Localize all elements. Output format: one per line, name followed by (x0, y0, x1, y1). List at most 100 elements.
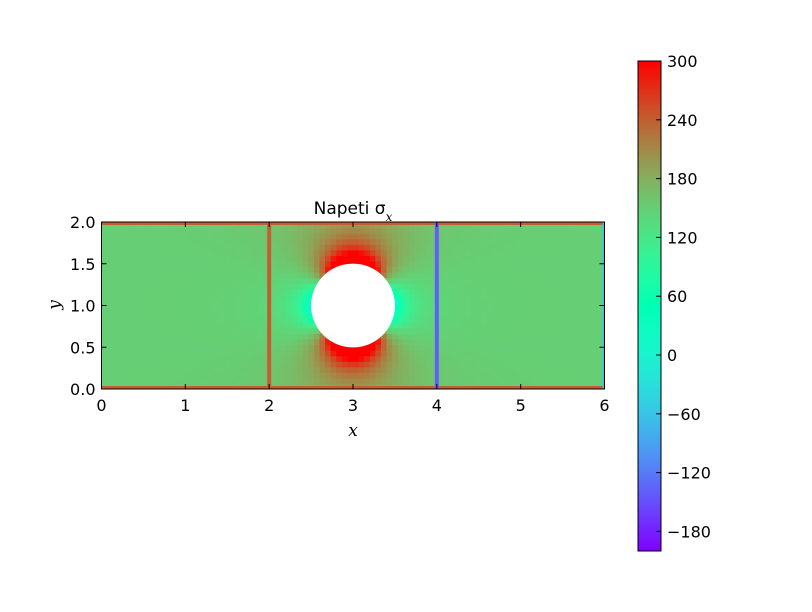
heatmap-cell (101, 244, 108, 251)
heatmap-cell (559, 299, 566, 307)
heatmap-cell (420, 233, 427, 240)
heatmap-cell (448, 288, 455, 295)
heatmap-cell (598, 294, 605, 301)
heatmap-cell (235, 333, 242, 340)
heatmap-cell (280, 327, 287, 334)
heatmap-cell (397, 277, 404, 284)
heatmap-cell (548, 260, 555, 268)
heatmap-cell (162, 222, 170, 229)
heatmap-cell (101, 338, 108, 346)
heatmap-cell (431, 327, 438, 334)
heatmap-cell (224, 316, 231, 323)
heatmap-cell (146, 283, 153, 290)
heatmap-cell (598, 227, 605, 234)
heatmap-cell (151, 227, 158, 234)
heatmap-cell (285, 244, 293, 251)
heatmap-cell (587, 233, 594, 240)
heatmap-cell (112, 327, 119, 334)
heatmap-cell (224, 260, 231, 268)
x-tick-label: 1 (180, 396, 190, 415)
heatmap-cell (325, 344, 332, 351)
heatmap-cell (537, 361, 544, 368)
heatmap-cell (470, 377, 477, 385)
heatmap-cell (252, 222, 259, 229)
heatmap-cell (174, 377, 181, 385)
heatmap-cell (582, 361, 589, 368)
heatmap-cell (380, 355, 388, 362)
heatmap-cell (386, 355, 393, 362)
heatmap-cell (392, 322, 399, 329)
heatmap-cell (453, 327, 460, 334)
heatmap-cell (492, 299, 499, 307)
heatmap-cell (481, 222, 488, 229)
heatmap-cell (129, 299, 136, 307)
heatmap-cell (140, 227, 147, 234)
heatmap-cell (487, 299, 494, 307)
heatmap-cell (459, 272, 466, 279)
heatmap-cell (582, 222, 589, 229)
heatmap-cell (475, 238, 483, 245)
heatmap-cell (570, 338, 578, 346)
heatmap-cell (319, 372, 326, 379)
heatmap-cell (230, 361, 237, 368)
heatmap-cell (453, 238, 460, 245)
heatmap-cell (185, 366, 192, 373)
heatmap-cell (151, 244, 158, 251)
heatmap-cell (302, 233, 309, 240)
heatmap-cell (319, 222, 326, 229)
heatmap-cell (347, 249, 354, 256)
heatmap-cell (358, 255, 365, 262)
heatmap-cell (548, 355, 555, 362)
heatmap-cell (414, 350, 421, 357)
heatmap-cell (140, 294, 147, 301)
heatmap-cell (397, 361, 404, 368)
heatmap-cell (241, 344, 248, 351)
heatmap-cell (302, 322, 309, 329)
heatmap-cell (319, 260, 326, 268)
heatmap-cell (252, 350, 259, 357)
heatmap-cell (392, 366, 399, 373)
heatmap-cell (543, 233, 550, 240)
heatmap-cell (162, 305, 170, 312)
heatmap-cell (252, 311, 259, 318)
heatmap-cell (162, 355, 170, 362)
heatmap-cell (202, 233, 209, 240)
heatmap-cell (526, 260, 533, 268)
heatmap-cell (207, 344, 214, 351)
heatmap-cell (554, 344, 561, 351)
heatmap-cell (464, 333, 471, 340)
heatmap-cell (386, 249, 393, 256)
heatmap-cell (420, 377, 427, 385)
heatmap-cell (509, 299, 516, 307)
heatmap-cell (559, 249, 566, 256)
heatmap-cell (392, 222, 399, 229)
heatmap-cell (353, 249, 360, 256)
heatmap-cell (548, 316, 555, 323)
heatmap-cell (364, 260, 371, 268)
heatmap-cell (582, 294, 589, 301)
heatmap-cell (308, 249, 315, 256)
heatmap-cell (543, 244, 550, 251)
heatmap-cell (168, 238, 175, 245)
heatmap-cell (570, 294, 578, 301)
heatmap-cell (570, 372, 578, 379)
heatmap-cell (213, 355, 220, 362)
heatmap-cell (582, 272, 589, 279)
heatmap-cell (269, 344, 276, 351)
heatmap-cell (570, 266, 578, 273)
heatmap-cell (302, 305, 309, 312)
heatmap-cell (520, 377, 527, 385)
heatmap-cell (453, 311, 460, 318)
heatmap-cell (196, 294, 203, 301)
heatmap-cell (174, 366, 181, 373)
heatmap-cell (425, 299, 432, 307)
heatmap-cell (308, 288, 315, 295)
heatmap-cell (593, 294, 600, 301)
heatmap-cell (509, 244, 516, 251)
heatmap-cell (570, 350, 578, 357)
heatmap-cell (515, 277, 522, 284)
heatmap-cell (174, 288, 181, 295)
heatmap-cell (118, 327, 125, 334)
heatmap-cell (425, 266, 432, 273)
heatmap-cell (302, 277, 309, 284)
